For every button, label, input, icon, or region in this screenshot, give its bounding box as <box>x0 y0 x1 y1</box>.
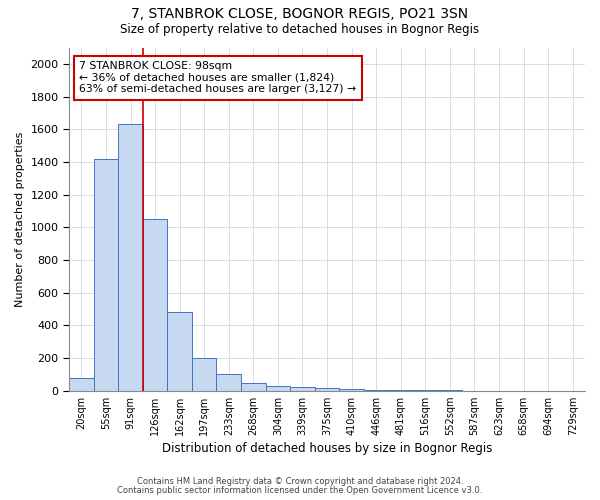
Bar <box>94 158 118 390</box>
Bar <box>241 382 266 390</box>
Text: Contains public sector information licensed under the Open Government Licence v3: Contains public sector information licen… <box>118 486 482 495</box>
Text: Contains HM Land Registry data © Crown copyright and database right 2024.: Contains HM Land Registry data © Crown c… <box>137 477 463 486</box>
Text: 7 STANBROK CLOSE: 98sqm
← 36% of detached houses are smaller (1,824)
63% of semi: 7 STANBROK CLOSE: 98sqm ← 36% of detache… <box>79 61 356 94</box>
Bar <box>143 219 167 390</box>
Bar <box>118 124 143 390</box>
Text: 7, STANBROK CLOSE, BOGNOR REGIS, PO21 3SN: 7, STANBROK CLOSE, BOGNOR REGIS, PO21 3S… <box>131 8 469 22</box>
Bar <box>192 358 217 390</box>
Bar <box>340 389 364 390</box>
Bar <box>290 388 315 390</box>
Bar <box>217 374 241 390</box>
Bar <box>315 388 340 390</box>
Bar <box>69 378 94 390</box>
Y-axis label: Number of detached properties: Number of detached properties <box>15 132 25 307</box>
Text: Size of property relative to detached houses in Bognor Regis: Size of property relative to detached ho… <box>121 22 479 36</box>
X-axis label: Distribution of detached houses by size in Bognor Regis: Distribution of detached houses by size … <box>162 442 492 455</box>
Bar <box>167 312 192 390</box>
Bar <box>266 386 290 390</box>
